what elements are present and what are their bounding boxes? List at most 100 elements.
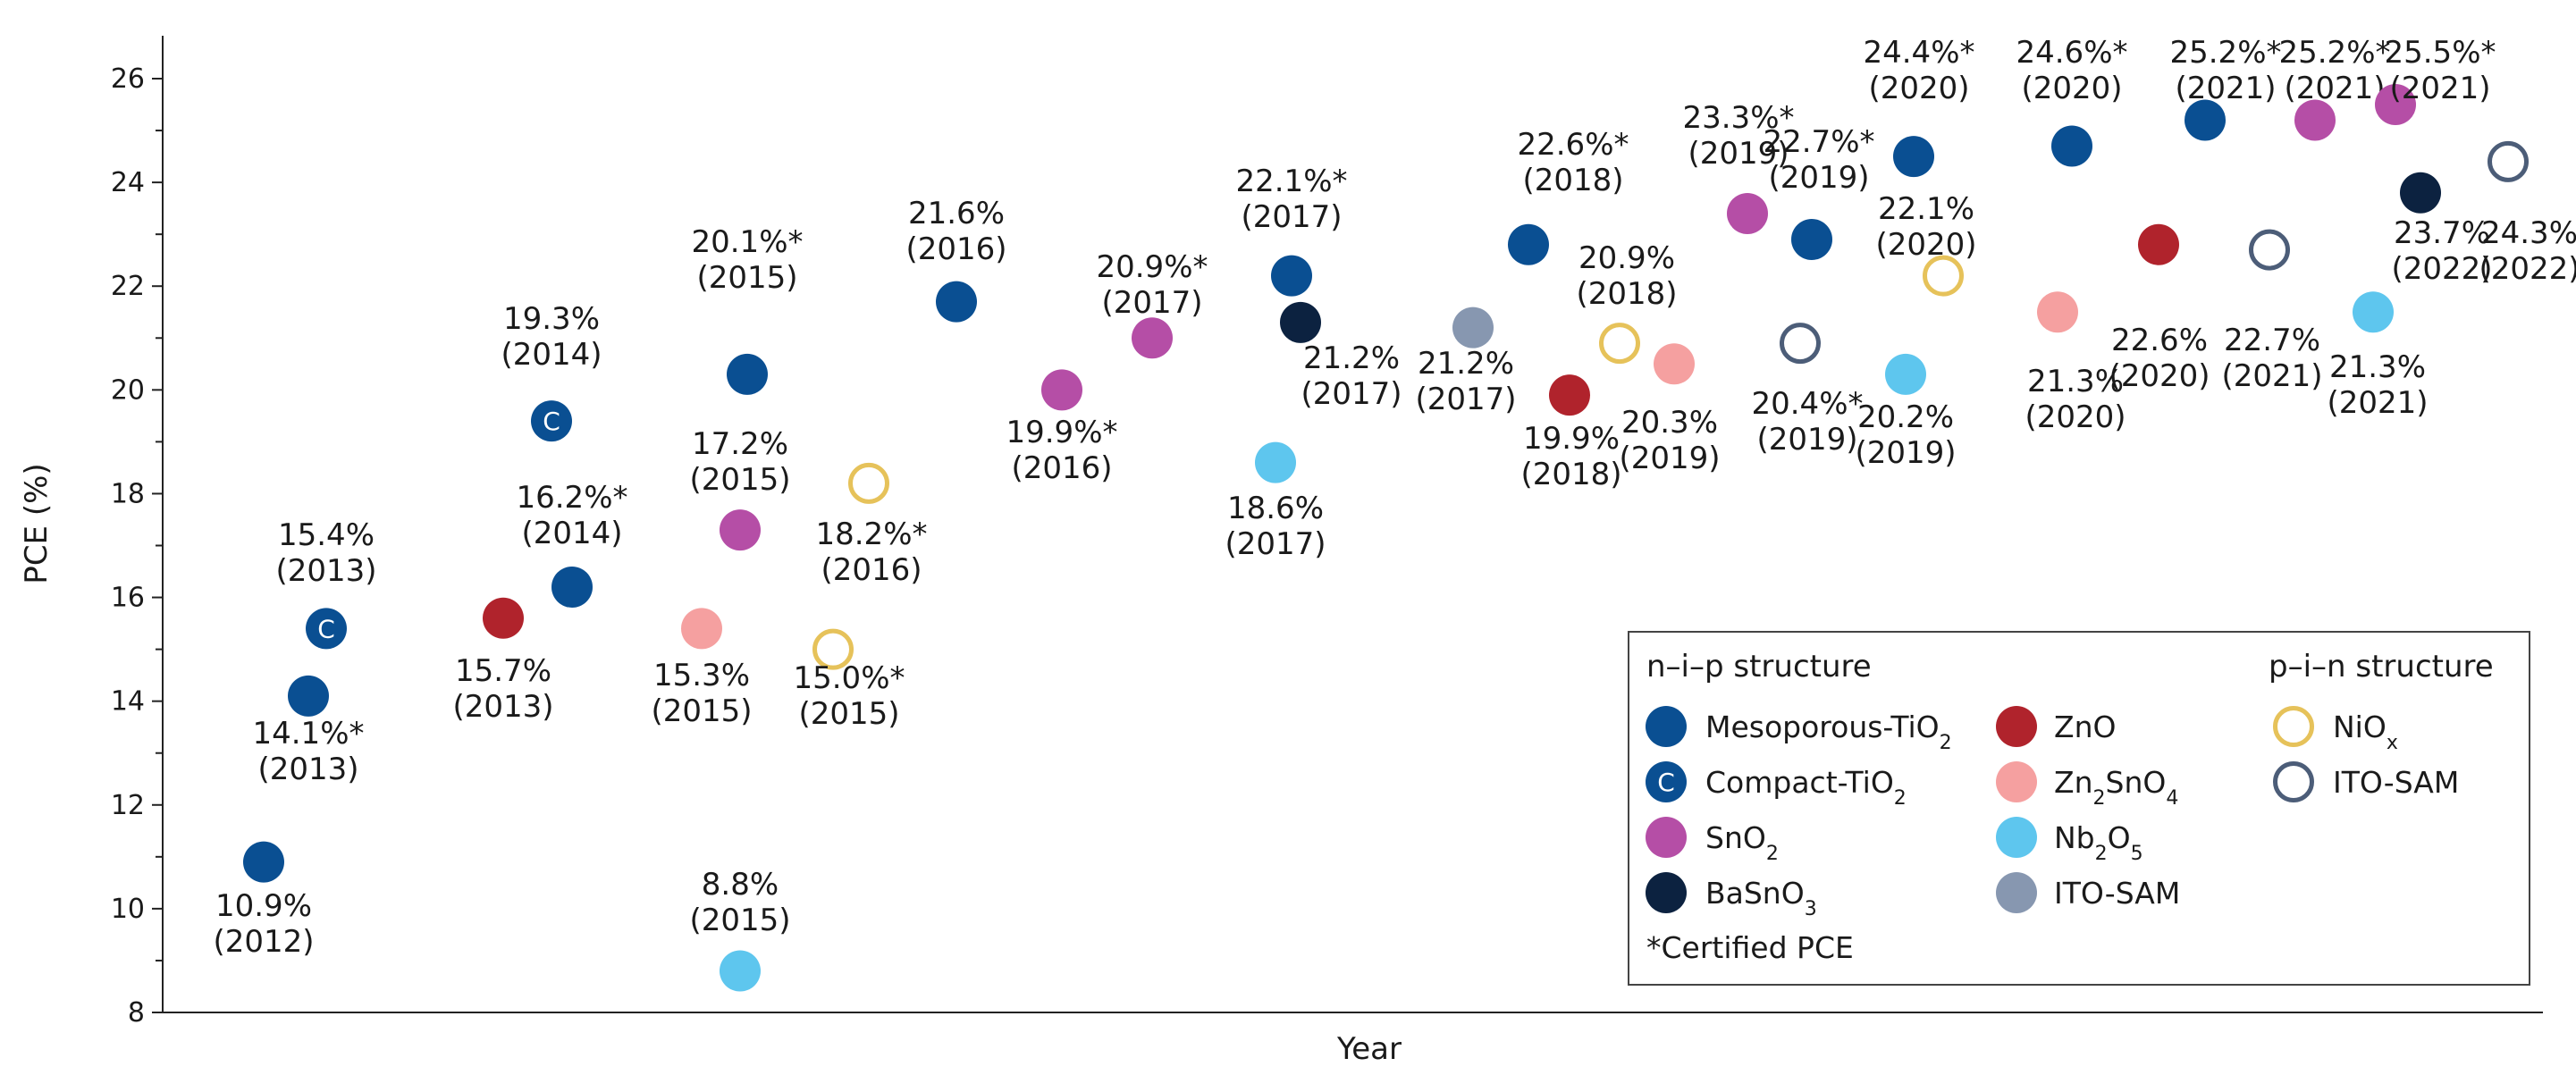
point-marker-meso-circle (2051, 125, 2092, 167)
legend-item-nb2o5: Nb2O5 (1996, 817, 2143, 865)
point-marker-nb2o5 (2353, 291, 2394, 333)
legend-label-nb2o5: Nb2O5 (2054, 820, 2143, 865)
point-pce-label: 20.1%* (691, 224, 803, 260)
y-ticks: 8 10 12 14 16 18 20 22 24 26 (111, 63, 163, 1029)
point-marker-meso-circle (551, 566, 593, 608)
legend-marker-itosam_pin-circle (2273, 761, 2314, 802)
point-pce-label: 24.4%* (1863, 35, 1974, 71)
data-point: 22.7%*(2019) (1763, 124, 1875, 260)
point-pce-label: 8.8% (702, 867, 779, 903)
point-year-label: (2015) (696, 260, 797, 296)
point-pce-label: 10.9% (215, 888, 312, 924)
y-tick-label: 26 (111, 63, 145, 95)
point-marker-compact: C (531, 400, 572, 442)
point-pce-label: 22.7%* (1763, 124, 1874, 160)
point-marker-nio (848, 462, 889, 504)
data-point: 22.6%*(2018) (1508, 127, 1629, 265)
point-pce-label: 20.2% (1857, 399, 1954, 435)
point-marker-nb2o5-circle (1255, 441, 1296, 483)
data-point: 21.2%(2017) (1415, 307, 1517, 417)
y-tick-label: 12 (111, 790, 145, 821)
legend-marker-basno3-circle (1646, 872, 1687, 913)
point-year-label: (2014) (521, 516, 622, 551)
point-marker-sno2 (1727, 192, 1768, 234)
point-year-label: (2013) (275, 553, 376, 589)
point-year-label: (2012) (213, 924, 314, 960)
point-marker-itosam_pin (2249, 229, 2290, 271)
data-point: C 15.4%(2013) (275, 517, 377, 650)
data-point: 20.9%(2018) (1576, 240, 1678, 365)
compact-c-glyph: C (317, 614, 335, 643)
point-year-label: (2018) (1520, 457, 1621, 492)
point-year-label: (2015) (689, 462, 790, 498)
point-pce-label: 22.1% (1878, 191, 1974, 227)
point-year-label: (2020) (2025, 399, 2126, 435)
point-pce-label: 20.9% (1578, 240, 1675, 276)
point-marker-nio (812, 628, 854, 670)
axes: 8 10 12 14 16 18 20 22 24 26 PCE (%) Year (19, 36, 2543, 1067)
point-pce-label: 22.6% (2111, 323, 2208, 358)
data-point: 25.2%*(2021) (2278, 35, 2391, 141)
point-pce-label: 23.3%* (1682, 100, 1794, 136)
data-point: C 19.3%(2014) (501, 301, 602, 442)
legend-label-compact: Compact-TiO2 (1705, 765, 1907, 810)
point-marker-sno2-circle (1041, 369, 1082, 411)
point-marker-sno2 (1132, 317, 1173, 359)
y-tick-label: 10 (111, 894, 145, 925)
legend-marker-zno (1996, 706, 2037, 747)
data-point: 21.3%(2020) (2025, 291, 2126, 435)
point-marker-sno2 (1041, 369, 1082, 411)
point-year-label: (2015) (651, 693, 752, 729)
point-pce-label: 15.0%* (793, 660, 905, 696)
data-points: 10.9%(2012) 14.1%* (2013)C15.4%(2013) 15.7%… (213, 35, 2576, 992)
point-year-label: (2021) (2284, 71, 2385, 106)
data-point: 21.6%(2016) (905, 196, 1007, 323)
point-pce-label: 15.7% (455, 653, 551, 689)
point-marker-zno-circle (2138, 223, 2179, 265)
legend-marker-itosam_pin (2273, 761, 2314, 802)
point-year-label: (2021) (2327, 385, 2428, 421)
y-tick-label: 22 (111, 271, 145, 302)
point-pce-label: 20.3% (1621, 405, 1718, 441)
point-marker-sno2 (2375, 84, 2416, 126)
point-marker-meso (936, 281, 977, 323)
point-marker-itosam_nip (1452, 307, 1494, 349)
point-marker-zn2sno4 (1654, 343, 1695, 385)
point-marker-sno2-circle (1132, 317, 1173, 359)
point-pce-label: 19.9%* (1006, 415, 1117, 450)
legend-label-basno3: BaSnO3 (1705, 876, 1817, 920)
data-point: 23.7%(2022) (2391, 172, 2493, 287)
point-marker-meso (1791, 218, 1832, 260)
point-marker-zno (2138, 223, 2179, 265)
point-year-label: (2021) (2175, 71, 2276, 106)
point-year-label: (2018) (1522, 163, 1623, 198)
point-marker-sno2-circle (2375, 84, 2416, 126)
point-marker-basno3-circle (1280, 301, 1321, 343)
data-point: 10.9%(2012) (213, 841, 315, 960)
point-marker-sno2 (720, 509, 761, 551)
legend-marker-sno2-circle (1646, 817, 1687, 858)
point-pce-label: 14.1%* (252, 716, 364, 752)
point-marker-meso (243, 841, 284, 883)
point-marker-compact: C (306, 608, 347, 650)
point-marker-sno2-circle (1727, 192, 1768, 234)
legend-items: Mesoporous-TiO2 C Compact-TiO2 SnO2 BaSnO3 Zn… (1646, 706, 2459, 920)
point-marker-meso-circle (2185, 99, 2226, 141)
legend-item-itosam_pin: ITO-SAM (2273, 761, 2459, 802)
point-pce-label: 15.3% (653, 658, 750, 693)
compact-c-glyph: C (543, 407, 560, 436)
data-point: 23.3%*(2019) (1682, 100, 1795, 234)
point-year-label: (2020) (2021, 71, 2122, 106)
point-marker-sno2-circle (720, 509, 761, 551)
data-point: 24.4%*(2020) (1863, 35, 1975, 178)
point-year-label: (2015) (798, 696, 899, 732)
point-pce-label: 21.6% (908, 196, 1005, 231)
legend-item-meso: Mesoporous-TiO2 (1646, 706, 1952, 754)
point-marker-compact-circle (531, 400, 572, 442)
legend-item-sno2: SnO2 (1646, 817, 1779, 865)
point-marker-zn2sno4-circle (1654, 343, 1695, 385)
data-point: 20.4%*(2019) (1751, 323, 1864, 458)
data-point: 20.1%*(2015) (691, 224, 804, 395)
data-point: 8.8%(2015) (689, 867, 791, 992)
